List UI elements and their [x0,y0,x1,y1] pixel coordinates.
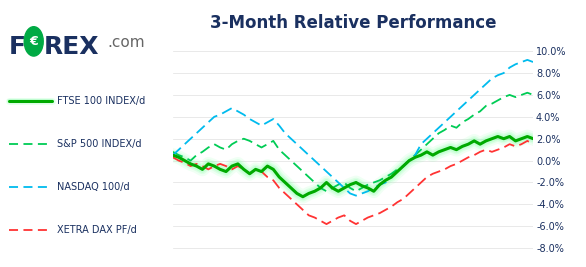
Title: 3-Month Relative Performance: 3-Month Relative Performance [210,14,496,32]
Text: REX: REX [44,35,100,59]
Text: €: € [29,35,38,48]
Text: NASDAQ 100/d: NASDAQ 100/d [57,182,130,192]
Text: F: F [9,35,26,59]
Text: .com: .com [107,35,145,50]
Text: XETRA DAX PF/d: XETRA DAX PF/d [57,225,137,235]
Text: S&P 500 INDEX/d: S&P 500 INDEX/d [57,139,142,149]
Text: FTSE 100 INDEX/d: FTSE 100 INDEX/d [57,96,145,107]
Circle shape [24,27,43,56]
